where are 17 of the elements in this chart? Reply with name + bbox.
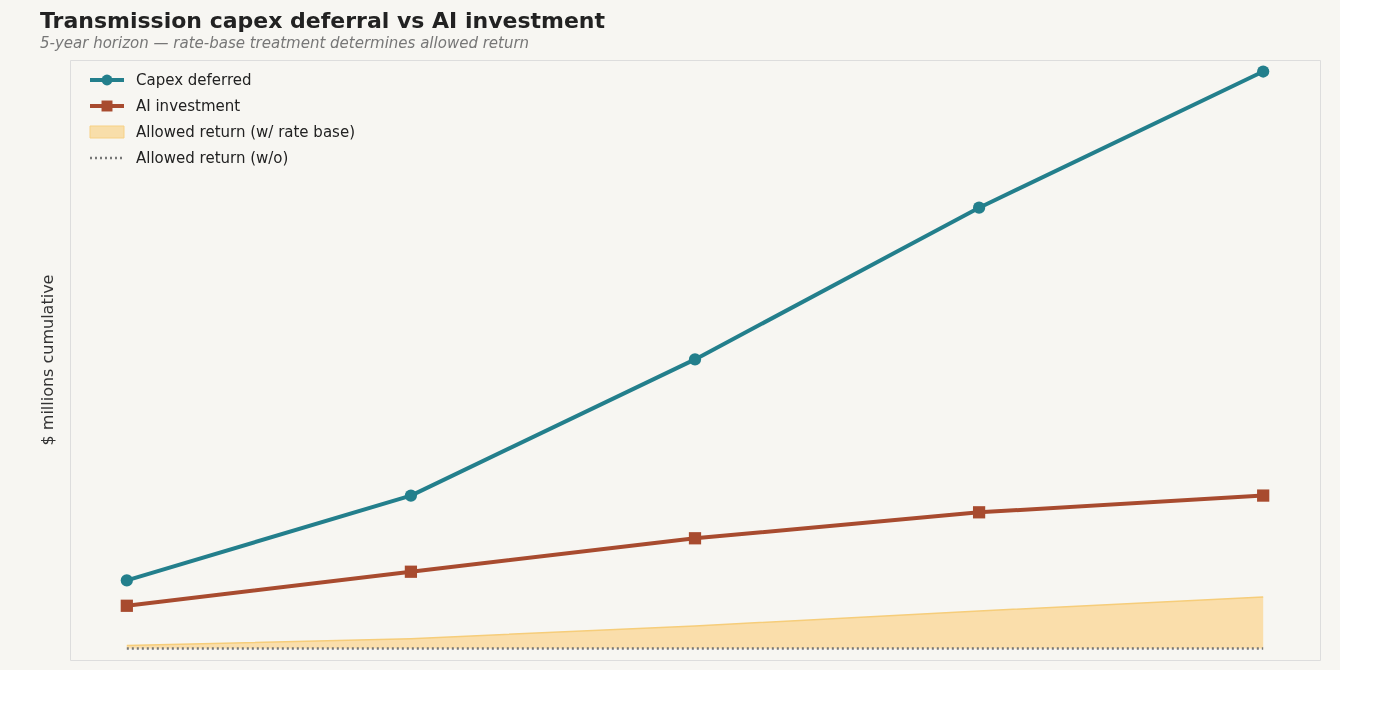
point — [120, 574, 133, 587]
point — [404, 489, 418, 502]
point — [972, 506, 986, 519]
point — [404, 565, 418, 578]
legend-label: Allowed return (w/ rate base) — [136, 123, 355, 141]
point — [120, 599, 133, 612]
point — [1257, 65, 1270, 78]
y-axis-title: $ millions cumulative — [38, 274, 57, 446]
legend-label: Capex deferred — [136, 71, 252, 89]
chart-subtitle: 5-year horizon — rate-base treatment determines allowed return — [40, 34, 530, 52]
legend-label: Allowed return (w/o) — [136, 149, 289, 167]
chart-title: Transmission capex deferral vs AI investment — [40, 8, 606, 33]
legend-label: AI investment — [136, 97, 241, 115]
point — [972, 201, 986, 214]
point — [1257, 489, 1270, 502]
point — [688, 532, 702, 545]
point — [688, 353, 702, 366]
